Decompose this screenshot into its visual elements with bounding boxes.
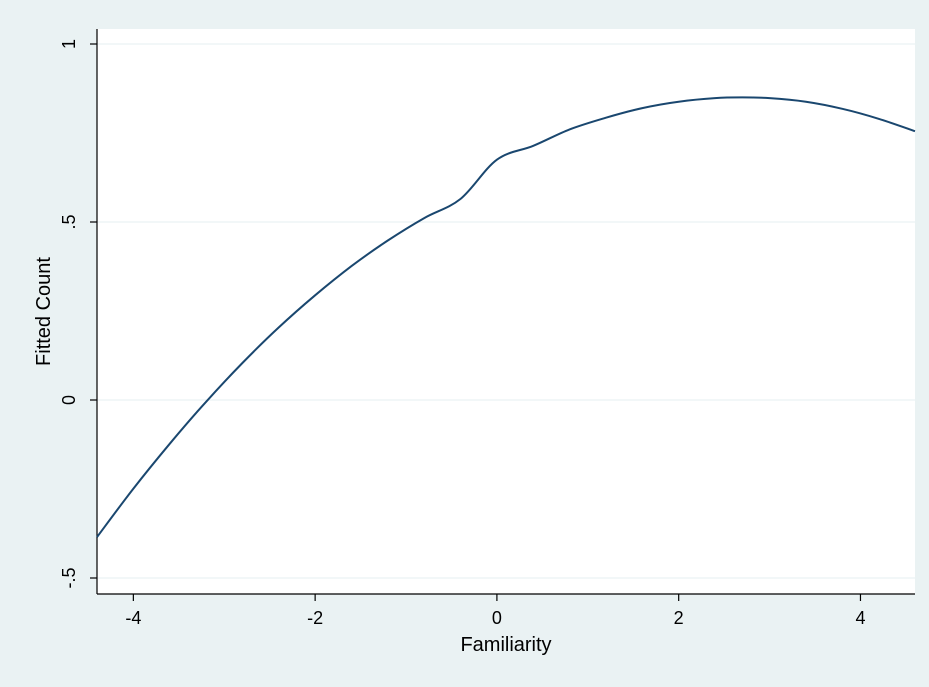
x-tick-label: 2 xyxy=(674,608,684,628)
y-tick-label: .5 xyxy=(59,214,79,229)
y-axis-label: Fitted Count xyxy=(33,257,55,366)
x-tick-label: -4 xyxy=(125,608,141,628)
x-axis-label: Familiarity xyxy=(460,634,551,656)
ticks: -.5 0 .5 1 -4 -2 0 2 4 xyxy=(59,39,865,628)
grid-lines xyxy=(97,43,915,579)
axes xyxy=(96,29,915,595)
x-tick-label: -2 xyxy=(307,608,323,628)
y-tick-label: 1 xyxy=(59,39,79,49)
x-tick-label: 4 xyxy=(855,608,865,628)
y-tick-label: 0 xyxy=(59,395,79,405)
plot-area xyxy=(97,29,915,594)
series-layer xyxy=(96,96,916,538)
x-tick-label: 0 xyxy=(492,608,502,628)
y-tick-label: -.5 xyxy=(59,567,79,588)
fitted-count-line xyxy=(96,96,916,538)
